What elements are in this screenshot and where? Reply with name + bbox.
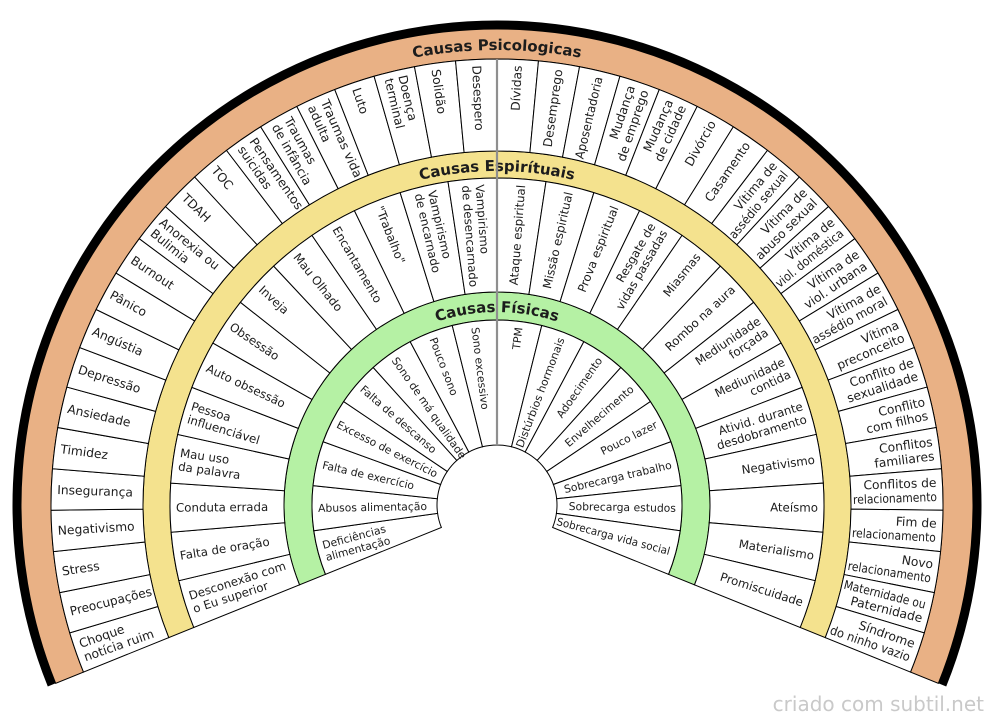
segment-label: Solidão	[429, 68, 449, 115]
svg-text:Deficiênciasalimentação: Deficiênciasalimentação	[321, 522, 392, 564]
svg-text:Conduta errada: Conduta errada	[176, 500, 268, 515]
svg-text:Abusos alimentação: Abusos alimentação	[318, 500, 428, 515]
segment-label: Insegurança	[57, 483, 133, 500]
svg-text:Timidez: Timidez	[59, 442, 109, 462]
segment-fisicas-15	[551, 512, 681, 575]
segment-label: Conflitos derelacionamento	[852, 476, 937, 507]
segment-label: Negativismo	[57, 519, 135, 537]
segment-label: TPM	[510, 327, 526, 352]
svg-text:Conflitos derelacionamento: Conflitos derelacionamento	[852, 476, 937, 507]
segment-label: Fim derelacionamento	[852, 512, 937, 545]
segment-label: Ateísmo	[770, 500, 818, 514]
svg-text:TPM: TPM	[510, 327, 526, 352]
svg-text:Desespero: Desespero	[469, 65, 486, 131]
segment-label: Abusos alimentação	[318, 500, 428, 515]
segment-label: Stress	[61, 559, 100, 579]
svg-text:Negativismo: Negativismo	[57, 519, 135, 537]
segment-psicologicas-41	[824, 605, 925, 673]
svg-text:Solidão: Solidão	[429, 68, 449, 115]
segment-label: Desespero	[469, 65, 486, 131]
credit-text: criado com subtil.net	[772, 692, 984, 716]
segment-label: Timidez	[59, 442, 109, 462]
svg-text:Fim derelacionamento: Fim derelacionamento	[852, 512, 937, 545]
svg-text:Stress: Stress	[61, 559, 100, 579]
svg-text:Ateísmo: Ateísmo	[770, 500, 818, 514]
svg-text:Insegurança: Insegurança	[57, 483, 133, 500]
svg-text:Dívidas: Dívidas	[509, 65, 525, 111]
segment-espirituais-25	[693, 553, 816, 629]
segment-label: Sobrecarga estudos	[569, 500, 677, 515]
segment-label: Conduta errada	[176, 500, 268, 515]
segment-label: Deficiênciasalimentação	[321, 522, 392, 564]
svg-text:Sobrecarga estudos: Sobrecarga estudos	[569, 500, 677, 515]
segment-label: Dívidas	[509, 65, 525, 111]
